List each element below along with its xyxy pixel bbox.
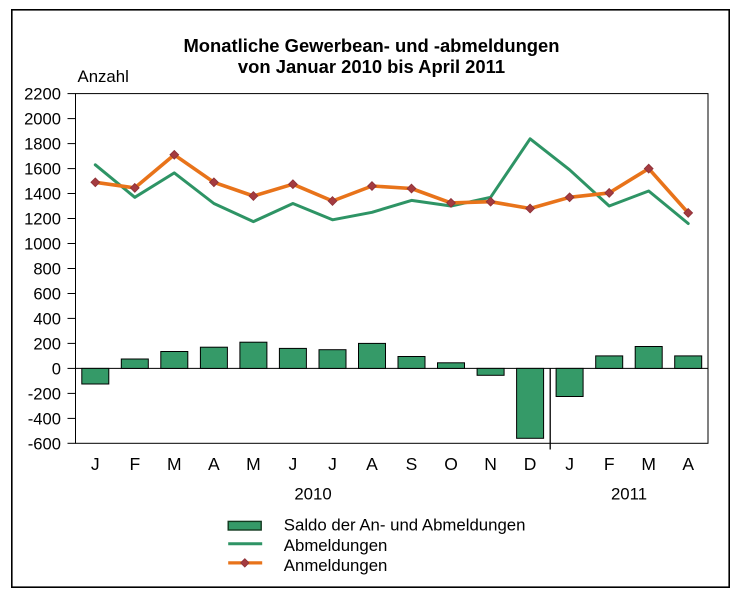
svg-text:600: 600	[33, 285, 61, 304]
svg-text:M: M	[167, 454, 182, 474]
svg-text:2010: 2010	[294, 485, 331, 504]
svg-text:Saldo der An- und Abmeldungen: Saldo der An- und Abmeldungen	[284, 515, 526, 534]
svg-text:J: J	[289, 454, 298, 474]
svg-text:2200: 2200	[24, 85, 61, 104]
svg-text:-600: -600	[28, 434, 61, 453]
svg-text:O: O	[444, 454, 458, 474]
svg-text:1800: 1800	[24, 135, 61, 154]
svg-text:M: M	[246, 454, 261, 474]
svg-text:Anmeldungen: Anmeldungen	[284, 556, 388, 575]
svg-text:-400: -400	[28, 409, 61, 428]
svg-text:A: A	[682, 454, 694, 474]
svg-text:Monatliche Gewerbean- und -abm: Monatliche Gewerbean- und -abmeldungen	[183, 35, 559, 56]
svg-text:A: A	[366, 454, 378, 474]
svg-text:A: A	[208, 454, 220, 474]
svg-text:200: 200	[33, 334, 61, 353]
svg-text:J: J	[565, 454, 574, 474]
svg-text:J: J	[91, 454, 100, 474]
svg-text:400: 400	[33, 309, 61, 328]
svg-text:Abmeldungen: Abmeldungen	[284, 536, 388, 555]
svg-text:J: J	[328, 454, 337, 474]
svg-text:F: F	[129, 454, 140, 474]
svg-text:M: M	[641, 454, 656, 474]
svg-text:0: 0	[52, 359, 61, 378]
svg-text:-200: -200	[28, 384, 61, 403]
svg-text:800: 800	[33, 260, 61, 279]
svg-text:F: F	[604, 454, 615, 474]
svg-text:1000: 1000	[24, 235, 61, 254]
svg-text:Anzahl: Anzahl	[78, 67, 129, 86]
svg-text:2011: 2011	[611, 485, 647, 504]
svg-text:N: N	[484, 454, 497, 474]
svg-text:S: S	[406, 454, 418, 474]
svg-text:1400: 1400	[24, 185, 61, 204]
svg-text:D: D	[524, 454, 537, 474]
svg-text:1600: 1600	[24, 160, 61, 179]
svg-text:2000: 2000	[24, 110, 61, 129]
svg-text:von Januar 2010 bis April 2011: von Januar 2010 bis April 2011	[238, 56, 505, 77]
svg-text:1200: 1200	[24, 210, 61, 229]
